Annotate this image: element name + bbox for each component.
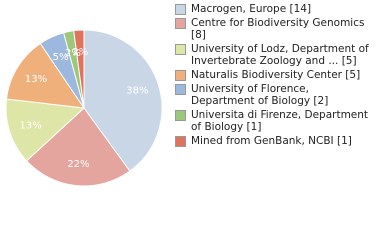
slice-label: 22%	[67, 159, 89, 170]
pie: 38% 22% 13% 13% 5%2%2%	[5, 29, 163, 187]
legend-item: University of Florence, Department of Bi…	[175, 83, 375, 107]
legend-item: University of Lodz, Department of Invert…	[175, 43, 375, 67]
slice-label: 2%	[65, 48, 81, 59]
legend-label: Universita di Firenze, Department of Bio…	[191, 109, 369, 133]
legend-swatch	[175, 110, 186, 121]
legend-swatch	[175, 4, 186, 15]
pie-slice	[83, 29, 163, 172]
pie-slice	[25, 107, 131, 187]
legend-item: Macrogen, Europe [14]	[175, 3, 375, 15]
legend-label: Centre for Biodiversity Genomics [8]	[191, 17, 365, 41]
slice-label: 38%	[126, 86, 148, 97]
legend-swatch	[175, 70, 186, 81]
pie-slice	[5, 98, 86, 162]
legend-item: Centre for Biodiversity Genomics [8]	[175, 17, 375, 41]
slice-label: 13%	[25, 74, 47, 85]
legend-swatch	[175, 136, 186, 147]
slice-label: 13%	[19, 120, 41, 131]
legend-item: Universita di Firenze, Department of Bio…	[175, 109, 375, 133]
pie-slice	[5, 42, 86, 109]
slice-label: 2%	[72, 47, 88, 58]
legend: Macrogen, Europe [14] Centre for Biodiver…	[175, 3, 375, 149]
legend-label: Naturalis Biodiversity Center [5]	[191, 69, 361, 81]
legend-label: Macrogen, Europe [14]	[191, 3, 312, 15]
legend-item: Mined from GenBank, NCBI [1]	[175, 135, 375, 147]
pie-slice	[73, 29, 85, 109]
legend-swatch	[175, 18, 186, 29]
legend-label: University of Lodz, Department of Invert…	[191, 43, 369, 67]
legend-label: Mined from GenBank, NCBI [1]	[191, 135, 352, 147]
legend-swatch	[175, 84, 186, 95]
legend-item: Naturalis Biodiversity Center [5]	[175, 69, 375, 81]
slice-label: 5%	[53, 52, 69, 63]
legend-label: University of Florence, Department of Bi…	[191, 83, 329, 107]
legend-swatch	[175, 44, 186, 55]
